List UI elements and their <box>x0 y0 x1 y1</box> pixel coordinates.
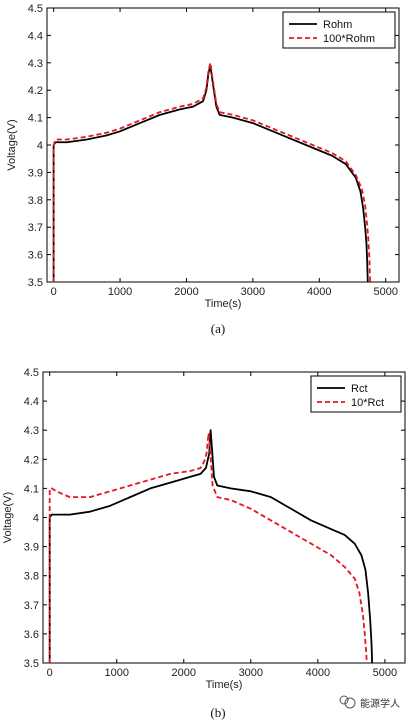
legend-label-1: Rohm <box>323 19 352 31</box>
y-tick-label: 3.6 <box>24 629 39 641</box>
y-tick-label: 3.9 <box>24 542 39 554</box>
watermark: 能源学人 <box>339 695 400 710</box>
y-axis-label: Voltage(V) <box>6 119 18 170</box>
x-tick-label: 1000 <box>104 667 128 679</box>
x-axis-label: Time(s) <box>205 298 242 310</box>
legend-box <box>310 375 402 413</box>
y-tick-label: 4 <box>33 513 39 525</box>
watermark-text: 能源学人 <box>360 697 400 710</box>
x-tick-label: 3000 <box>239 667 263 679</box>
y-tick-label: 4.2 <box>28 85 43 97</box>
y-tick-label: 4.5 <box>24 367 39 379</box>
y-tick-label: 3.9 <box>28 167 43 179</box>
y-tick-label: 3.8 <box>28 195 43 207</box>
caption-a: (a) <box>211 321 225 336</box>
caption-b: (b) <box>210 705 225 720</box>
series-line-2 <box>52 61 372 282</box>
y-tick-label: 3.7 <box>28 222 43 234</box>
y-tick-label: 4.4 <box>28 30 43 42</box>
y-tick-label: 3.5 <box>24 658 39 670</box>
y-tick-label: 3.8 <box>24 571 39 583</box>
plot-frame <box>42 371 406 664</box>
series-line-2 <box>48 432 368 663</box>
y-tick-label: 4.5 <box>28 3 43 15</box>
x-tick-label: 0 <box>51 286 57 298</box>
x-tick-label: 2000 <box>174 286 198 298</box>
x-tick-label: 4000 <box>307 286 331 298</box>
legend-label-2: 100*Rohm <box>323 33 375 45</box>
x-tick-label: 3000 <box>241 286 265 298</box>
x-tick-label: 0 <box>47 667 53 679</box>
plot-frame <box>46 7 400 283</box>
wechat-icon-small <box>339 695 349 705</box>
x-tick-label: 2000 <box>172 667 196 679</box>
y-tick-label: 3.7 <box>24 600 39 612</box>
y-tick-label: 4.4 <box>24 396 39 408</box>
y-tick-label: 4 <box>37 140 43 152</box>
chart-a: 3.5 3.6 3.7 3.8 3.9 4 4.1 4.2 4.3 4.4 4.5 0 1000 2000… <box>6 3 400 310</box>
x-tick-label: 4000 <box>306 667 330 679</box>
legend-label-1: Rct <box>351 383 368 395</box>
x-tick-label: 5000 <box>373 667 397 679</box>
y-tick-label: 4.1 <box>24 483 39 495</box>
x-tick-label: 1000 <box>108 286 132 298</box>
y-tick-label: 3.6 <box>28 250 43 262</box>
y-tick-label: 4.3 <box>28 58 43 70</box>
legend-label-2: 10*Rct <box>351 397 384 409</box>
x-tick-label: 5000 <box>373 286 397 298</box>
y-tick-label: 4.1 <box>28 113 43 125</box>
legend-box <box>282 11 396 49</box>
y-tick-label: 3.5 <box>28 277 43 289</box>
y-tick-label: 4.2 <box>24 454 39 466</box>
y-tick-label: 4.3 <box>24 425 39 437</box>
series-line-1 <box>48 429 374 663</box>
wechat-icon <box>344 697 356 709</box>
series-line-1 <box>52 64 369 282</box>
chart-b: 3.5 3.6 3.7 3.8 3.9 4 4.1 4.2 4.3 4.4 4.5 0 1000 2000… <box>2 367 406 691</box>
x-axis-label: Time(s) <box>206 679 243 691</box>
y-axis-label: Voltage(V) <box>2 492 14 543</box>
